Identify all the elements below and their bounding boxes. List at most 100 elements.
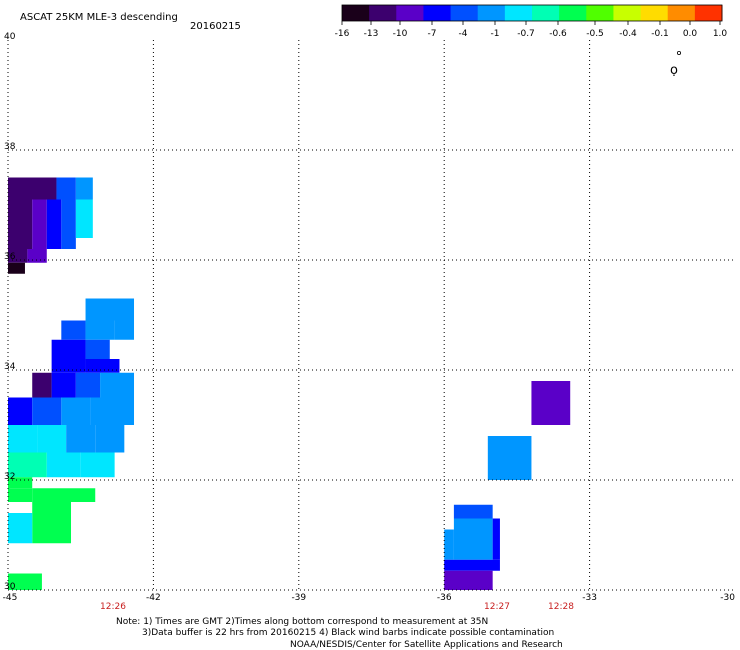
- note-line-3: NOAA/NESDIS/Center for Satellite Applica…: [290, 640, 563, 650]
- swath-cell: [51, 359, 86, 373]
- note-line-2: 3)Data buffer is 22 hrs from 20160215 4)…: [142, 628, 554, 638]
- swath-cell: [453, 504, 493, 519]
- colorbar-tick-label: -1: [491, 29, 500, 39]
- swath-cell: [32, 488, 96, 502]
- swath-cell: [85, 339, 110, 359]
- colorbar-tick-label: -4: [459, 29, 468, 39]
- swath-cell: [32, 238, 47, 249]
- swath-cell: [487, 436, 532, 480]
- colorbar-tick-label: -0.6: [549, 29, 567, 39]
- colorbar-swatch: [667, 5, 696, 21]
- swath-cell: [32, 397, 62, 425]
- swath-cell: [8, 477, 33, 489]
- colorbar-swatch: [586, 5, 614, 21]
- swath-cell: [453, 518, 493, 560]
- swath-cell: [75, 199, 93, 216]
- lon-tick-label: -33: [582, 593, 597, 603]
- swath-cell: [100, 372, 135, 398]
- swath-cell: [8, 425, 38, 453]
- swath-cell: [8, 249, 28, 263]
- axis-labels: -45 -42 -39 -36 -33 -30 40 38 36 34 32 30: [3, 32, 736, 603]
- swath-cell: [95, 425, 125, 453]
- colorbar-tick-label: -13: [364, 29, 379, 39]
- wind-barb-icon: ọ: [670, 63, 678, 78]
- lon-tick-label: -36: [437, 593, 452, 603]
- product-date: 20160215: [190, 21, 241, 32]
- swath-cell: [66, 425, 96, 453]
- colorbar-swatch: [504, 5, 533, 21]
- swath-cell: [85, 359, 120, 373]
- product-title: ASCAT 25KM MLE-3 descending: [20, 12, 178, 23]
- swath-cell: [32, 502, 72, 544]
- note-line-1: Note: 1) Times are GMT 2)Times along bot…: [116, 617, 488, 627]
- swath-cell: [8, 488, 33, 502]
- swath-cell: [61, 397, 91, 425]
- lon-tick-label: -39: [291, 593, 306, 603]
- lon-tick-label: -45: [3, 593, 18, 603]
- swath-cell: [444, 570, 493, 590]
- colorbar-tick-label: -10: [393, 29, 408, 39]
- swath-cell: [61, 199, 76, 216]
- lat-tick-label: 38: [4, 142, 16, 152]
- swath-cell: [8, 216, 33, 238]
- colorbar-swatch: [640, 5, 669, 21]
- lat-tick-label: 34: [4, 362, 16, 372]
- swath-cell: [85, 298, 135, 321]
- colorbar-tick-label: -16: [335, 29, 350, 39]
- wind-swaths: [8, 177, 571, 590]
- swath-cell: [90, 397, 135, 425]
- swath-cell: [8, 513, 33, 544]
- lat-tick-label: 36: [4, 252, 16, 262]
- lat-tick-label: 40: [4, 32, 16, 42]
- pass-time-3: 12:28: [548, 602, 574, 612]
- colorbar-swatch: [423, 5, 452, 21]
- swath-cell: [46, 238, 62, 249]
- swath-cell: [85, 320, 115, 340]
- swath-cell: [27, 249, 47, 263]
- colorbar-swatch: [559, 5, 587, 21]
- swath-cell: [75, 372, 101, 398]
- swath-cell: [61, 320, 86, 340]
- swath-cell: [444, 559, 500, 571]
- swath-cell: [8, 262, 25, 274]
- swath-cell: [51, 372, 76, 398]
- swath-cell: [8, 238, 33, 249]
- swath-cell: [32, 372, 52, 398]
- pass-time-1: 12:26: [100, 602, 126, 612]
- swath-cell: [114, 320, 135, 340]
- colorbar-swatch: [477, 5, 506, 21]
- lon-tick-label: -42: [146, 593, 161, 603]
- colorbar-tick-label: -0.7: [517, 29, 535, 39]
- colorbar-swatch: [694, 5, 723, 21]
- colorbar-swatch: [613, 5, 642, 21]
- swath-cell: [46, 216, 62, 238]
- swath-cell: [531, 381, 571, 425]
- swath-cell: [75, 177, 93, 200]
- swath-cell: [492, 518, 500, 560]
- swath-cell: [61, 216, 76, 238]
- swath-cell: [8, 573, 42, 590]
- colorbar-tick-label: -0.5: [586, 29, 604, 39]
- lat-tick-label: 32: [4, 472, 15, 482]
- swath-cell: [444, 529, 454, 560]
- swath-cell: [56, 177, 76, 200]
- colorbar-swatch: [450, 5, 479, 21]
- swath-cell: [32, 216, 47, 238]
- lat-tick-label: 30: [4, 582, 16, 592]
- pass-time-2: 12:27: [484, 602, 510, 612]
- colorbar-frame: [341, 4, 723, 22]
- swath-cell: [80, 452, 115, 478]
- colorbar-tick-label: 0.0: [683, 29, 698, 39]
- swath-cell: [8, 199, 33, 216]
- swath-cell: [46, 199, 62, 216]
- barb-dot-icon: [677, 51, 682, 56]
- colorbar-swatch: [369, 5, 397, 21]
- swath-cell: [8, 397, 33, 425]
- lon-tick-label: -30: [720, 593, 735, 603]
- swath-cell: [75, 216, 93, 238]
- swath-cell: [51, 339, 86, 359]
- colorbar-tick-label: -0.4: [619, 29, 637, 39]
- swath-cell: [8, 177, 40, 200]
- colorbar-tick-label: -0.1: [651, 29, 669, 39]
- swath-cell: [32, 199, 47, 216]
